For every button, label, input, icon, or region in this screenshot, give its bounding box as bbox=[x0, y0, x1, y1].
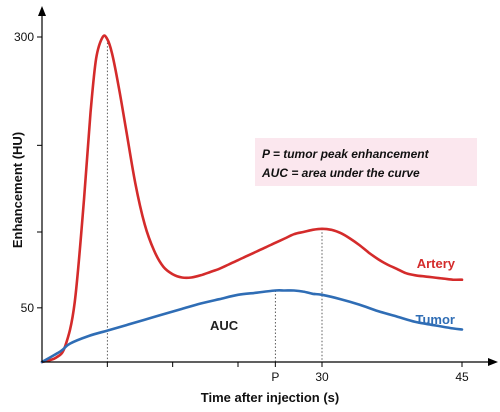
legend-line-p: P = tumor peak enhancement bbox=[262, 147, 430, 161]
x-tick-label: P bbox=[271, 370, 279, 384]
x-tick-label: 30 bbox=[315, 370, 329, 384]
series-label-tumor: Tumor bbox=[416, 312, 455, 327]
x-ticks: P 30 45 bbox=[106, 362, 469, 384]
y-ticks: 50 300 bbox=[14, 30, 42, 315]
legend-box bbox=[255, 138, 477, 186]
x-axis-title: Time after injection (s) bbox=[201, 390, 339, 405]
y-tick-label: 50 bbox=[21, 301, 35, 315]
x-tick-label: 45 bbox=[455, 370, 469, 384]
series-lines bbox=[40, 34, 464, 364]
series-labels: Artery Tumor bbox=[416, 256, 456, 327]
series-line-tumor bbox=[40, 289, 464, 364]
y-axis-title: Enhancement (HU) bbox=[10, 132, 25, 248]
y-tick-label: 300 bbox=[14, 30, 34, 44]
x-axis-arrow bbox=[488, 358, 498, 366]
series-line-artery bbox=[40, 34, 464, 364]
series-label-artery: Artery bbox=[417, 256, 456, 271]
y-axis-arrow bbox=[38, 6, 46, 16]
auc-label: AUC bbox=[210, 318, 239, 333]
legend-line-auc: AUC = area under the curve bbox=[261, 166, 420, 180]
